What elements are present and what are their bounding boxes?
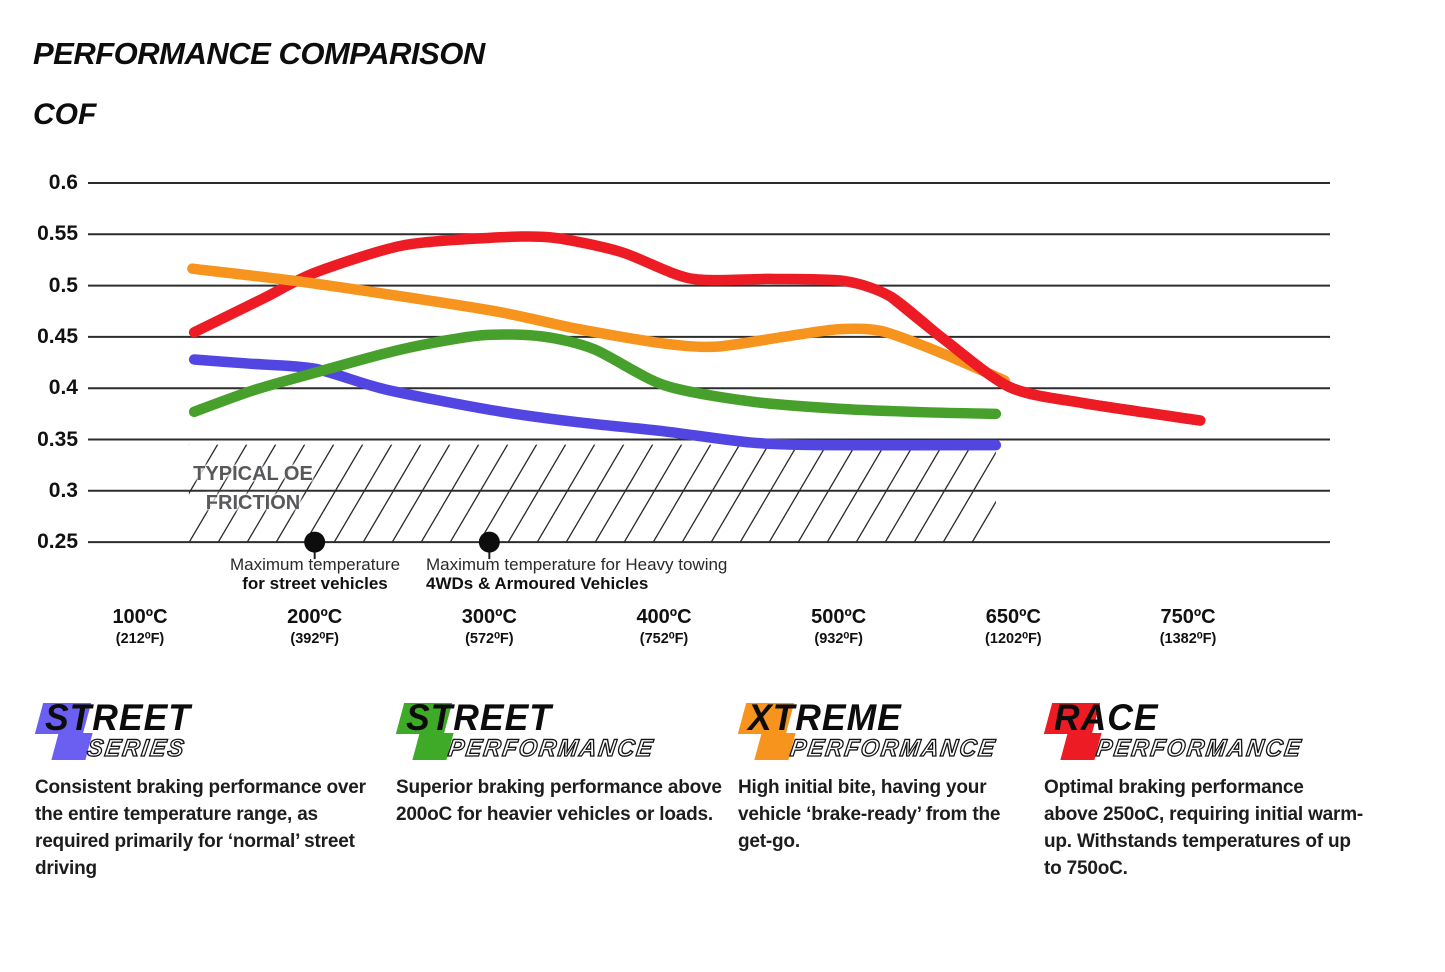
logo-word1: STREET (406, 697, 552, 738)
x-tick-celsius: 650ºC (985, 606, 1041, 628)
legend-xtreme-performance: XTREME PERFORMANCE High initial bite, ha… (737, 697, 1018, 852)
x-tick-label: 750ºC (1382⁰F) (1103, 606, 1273, 648)
x-tick-fahrenheit: (752⁰F) (639, 631, 689, 647)
y-tick-label: 0.45 (37, 324, 78, 348)
legend-street-series: STREET SERIES Consistent braking perform… (34, 697, 367, 879)
logo-word2: PERFORMANCE (446, 734, 657, 762)
legend-description: Superior braking performance above 200oC… (396, 777, 722, 825)
logo-word1: STREET (45, 697, 191, 738)
annotation-line1: Maximum temperature for Heavy towing (426, 555, 728, 574)
x-tick-label: 200ºC (392⁰F) (230, 606, 400, 648)
x-tick-fahrenheit: (1382⁰F) (1159, 631, 1217, 647)
y-tick-label: 0.35 (37, 427, 78, 451)
logo-word2: SERIES (85, 734, 188, 762)
x-tick-celsius: 500ºC (811, 606, 867, 628)
page-title: PERFORMANCE COMPARISON (33, 36, 485, 71)
legend-description: High initial bite, having your vehicle ‘… (738, 777, 1001, 852)
x-tick-fahrenheit: (1202⁰F) (985, 631, 1042, 647)
y-tick-label: 0.3 (48, 478, 78, 502)
x-tick-celsius: 200ºC (287, 606, 343, 628)
y-tick-label: 0.25 (37, 530, 78, 554)
oe-label-line1: TYPICAL OE (193, 463, 313, 485)
legend-description: Optimal braking performance above 250oC,… (1044, 777, 1364, 879)
annotation-line2: for street vehicles (242, 574, 388, 593)
legend-street-performance: STREET PERFORMANCE Superior braking perf… (395, 697, 728, 825)
xtreme-performance-logo: XTREME PERFORMANCE (737, 697, 1018, 768)
x-tick-label: 650ºC (1202⁰F) (928, 606, 1098, 648)
x-tick-celsius: 750ºC (1160, 606, 1216, 628)
annotation-marker-dot (304, 531, 326, 553)
annotation-max-temp-street: Maximum temperature for street vehicles (205, 555, 425, 593)
y-tick-label: 0.4 (48, 376, 78, 400)
legend-race-performance: RACE PERFORMANCE Optimal braking perform… (1043, 697, 1374, 879)
x-tick-label: 300ºC (572⁰F) (404, 606, 574, 648)
x-tick-celsius: 100ºC (112, 606, 168, 628)
y-axis-title: COF (33, 98, 97, 131)
x-tick-celsius: 300ºC (461, 606, 517, 628)
annotation-line1: Maximum temperature (229, 555, 401, 574)
logo-word1: RACE (1054, 697, 1159, 738)
y-tick-label: 0.6 (48, 171, 78, 194)
oe-label-line2: FRICTION (205, 492, 301, 514)
annotation-line2: 4WDs & Armoured Vehicles (426, 574, 649, 593)
x-tick-fahrenheit: (572⁰F) (465, 631, 514, 647)
street-series-logo: STREET SERIES (34, 697, 367, 768)
x-tick-label: 100ºC (212⁰F) (55, 606, 225, 648)
street-performance-logo: STREET PERFORMANCE (395, 697, 728, 768)
typical-oe-friction-label: TYPICAL OE FRICTION (183, 460, 323, 518)
x-tick-fahrenheit: (932⁰F) (814, 631, 863, 647)
legend-description: Consistent braking performance over the … (35, 777, 366, 879)
y-tick-label: 0.55 (37, 222, 78, 246)
x-tick-fahrenheit: (392⁰F) (290, 631, 339, 647)
annotation-max-temp-heavy-towing: Maximum temperature for Heavy towing 4WD… (426, 555, 756, 593)
typical-oe-hatch-band (188, 444, 996, 543)
annotation-marker-dot (478, 531, 500, 553)
series-line-street-performance (188, 329, 1002, 420)
series-line-xtreme-performance (187, 263, 1010, 386)
series-line-race-performance-tail (885, 291, 1206, 426)
logo-word1: XTREME (748, 697, 902, 738)
y-tick-label: 0.5 (48, 273, 78, 297)
x-tick-label: 500ºC (932⁰F) (754, 606, 924, 648)
x-tick-fahrenheit: (212⁰F) (115, 631, 165, 647)
logo-word2: PERFORMANCE (1094, 734, 1305, 762)
x-tick-label: 400ºC (752⁰F) (579, 606, 749, 648)
x-tick-celsius: 400ºC (636, 606, 692, 628)
series-line-street-series (188, 354, 1002, 451)
logo-word2: PERFORMANCE (788, 734, 999, 762)
race-performance-logo: RACE PERFORMANCE (1043, 697, 1374, 768)
